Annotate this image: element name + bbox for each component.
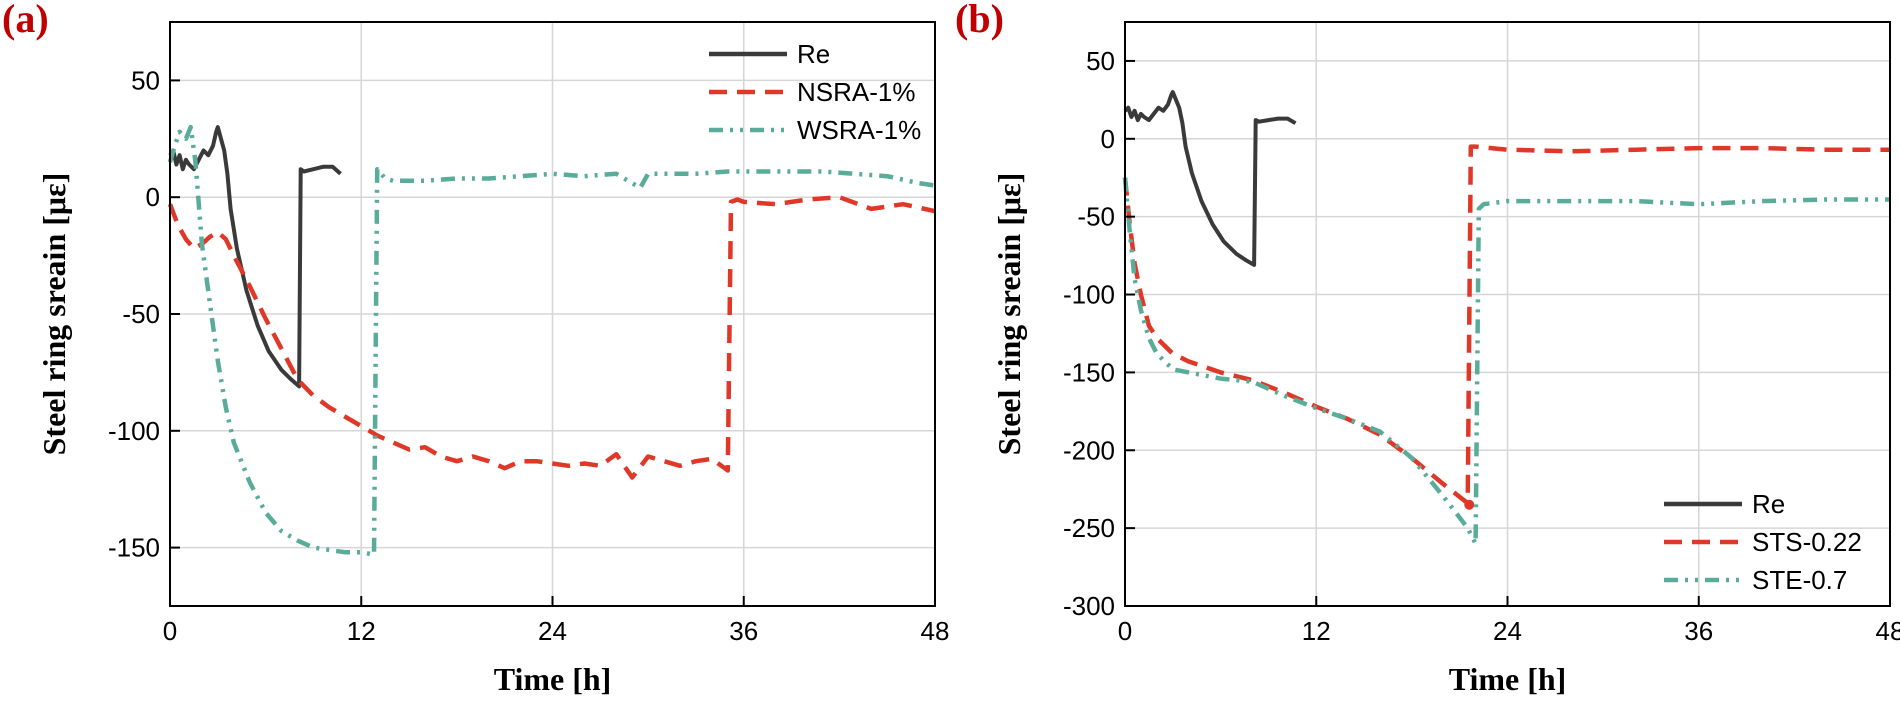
panel-b-chart: (b) 0 12 24 36 48-300-250-200-150-100-50050 … [955, 0, 1900, 697]
x-tick-label: 36 [1684, 616, 1713, 646]
x-tick-label: 12 [347, 616, 376, 646]
x-tick-label: 24 [1493, 616, 1522, 646]
y-tick-label: -100 [108, 416, 160, 446]
legend-label: WSRA-1% [797, 115, 921, 145]
panel-a-xlabel: Time [h] [494, 661, 612, 697]
y-tick-label: 50 [1086, 46, 1115, 76]
y-tick-label: 50 [131, 65, 160, 95]
y-tick-label: -200 [1063, 435, 1115, 465]
legend-label: Re [797, 39, 830, 69]
x-tick-label: 48 [1876, 616, 1900, 646]
y-tick-label: 0 [146, 182, 160, 212]
panel-b-ticks: 0 12 24 36 48 -300 -250 -200 -150 -100 -50 0 50 [1063, 46, 1900, 646]
panel-a-legend: Re NSRA-1% WSRA-1% [709, 39, 921, 145]
x-tick-label: 12 [1302, 616, 1331, 646]
series-line-2 [1122, 177, 1890, 546]
y-tick-label: -100 [1063, 280, 1115, 310]
panel-b-xlabel: Time [h] [1449, 661, 1567, 697]
panel-a-grid [169, 22, 936, 606]
panel-a-ylabel: Steel ring sreain [με] [36, 173, 72, 456]
panel-a-letter: (a) [2, 0, 49, 41]
y-tick-label: -150 [1063, 357, 1115, 387]
x-tick-label: 24 [538, 616, 567, 646]
x-tick-label: 36 [729, 616, 758, 646]
y-tick-label: 0 [1101, 124, 1115, 154]
panel-b-legend: Re STS-0.22 STE-0.7 [1664, 489, 1862, 595]
y-tick-label: -300 [1063, 591, 1115, 621]
legend-label: NSRA-1% [797, 77, 915, 107]
x-tick-label: 0 [1118, 616, 1132, 646]
series-line-0 [168, 125, 342, 389]
panel-b-series [1122, 90, 1890, 546]
panel-a-ticks: 0 12 24 36 48 -150 -100 -50 0 50 [108, 65, 950, 646]
series-line-0 [1123, 90, 1297, 267]
x-tick-label: 0 [163, 616, 177, 646]
panel-a-series [167, 124, 936, 557]
series-line-1 [167, 194, 936, 480]
legend-label: Re [1752, 489, 1785, 519]
y-tick-label: -250 [1063, 513, 1115, 543]
y-tick-label: -50 [1077, 202, 1115, 232]
x-tick-label: 48 [921, 616, 950, 646]
panel-b-letter: (b) [955, 0, 1004, 41]
series-line-1 [1122, 144, 1890, 506]
series-marker [1464, 499, 1475, 510]
y-tick-label: -50 [122, 299, 160, 329]
legend-label: STE-0.7 [1752, 565, 1847, 595]
legend-label: STS-0.22 [1752, 527, 1862, 557]
y-tick-label: -150 [108, 533, 160, 563]
panel-b-ylabel: Steel ring sreain [με] [991, 173, 1027, 456]
panel-a-chart: (a) 0 12 24 36 48 -150 -100 -50 0 50 Time [h] Ste… [2, 0, 949, 697]
